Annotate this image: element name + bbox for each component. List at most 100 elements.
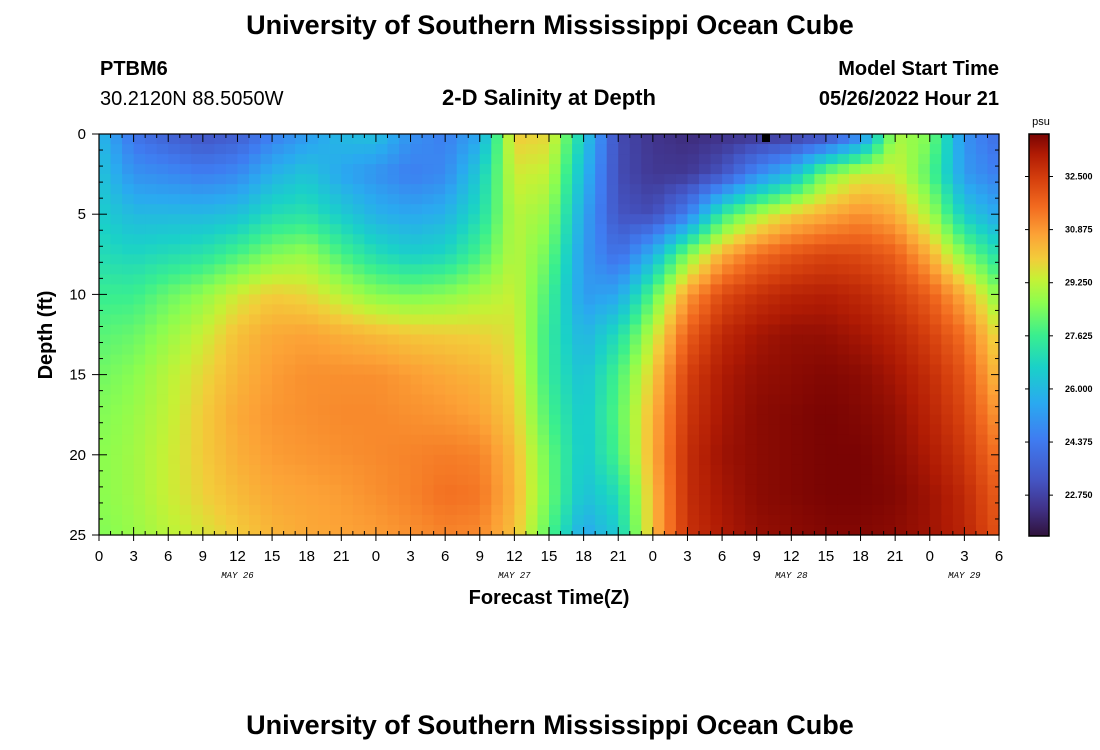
heatmap-cell xyxy=(479,174,492,185)
heatmap-cell xyxy=(502,274,515,285)
heatmap-cell xyxy=(145,404,158,416)
heatmap-cell xyxy=(329,184,342,195)
heatmap-cell xyxy=(952,234,965,245)
heatmap-cell xyxy=(929,174,942,185)
heatmap-cell xyxy=(722,504,735,516)
heatmap-cell xyxy=(733,254,746,265)
heatmap-cell xyxy=(872,434,885,446)
heatmap-cell xyxy=(110,324,123,336)
heatmap-cell xyxy=(133,504,146,516)
heatmap-cell xyxy=(825,384,839,396)
heatmap-cell xyxy=(883,254,896,265)
heatmap-cell xyxy=(572,304,585,316)
heatmap-cell xyxy=(491,264,504,275)
y-axis-label: Depth (ft) xyxy=(35,291,57,380)
heatmap-cell xyxy=(549,514,562,526)
heatmap-cell xyxy=(214,514,227,526)
heatmap-cell xyxy=(329,494,342,506)
heatmap-cell xyxy=(237,344,250,356)
heatmap-cell xyxy=(225,394,239,406)
heatmap-cell xyxy=(641,254,654,265)
heatmap-cell xyxy=(756,474,769,486)
heatmap-cell xyxy=(849,524,862,536)
heatmap-cell xyxy=(249,324,262,336)
heatmap-cell xyxy=(975,434,989,446)
heatmap-cell xyxy=(168,434,181,446)
heatmap-cell xyxy=(699,254,712,265)
heatmap-cell xyxy=(987,224,1000,235)
heatmap-cell xyxy=(479,344,492,356)
heatmap-cell xyxy=(422,164,435,175)
heatmap-cell xyxy=(410,204,423,215)
heatmap-cell xyxy=(237,514,250,526)
heatmap-cell xyxy=(99,164,112,175)
heatmap-cell xyxy=(549,434,562,446)
heatmap-cell xyxy=(479,234,492,245)
heatmap-cell xyxy=(249,494,262,506)
heatmap-cell xyxy=(652,244,665,255)
heatmap-cell xyxy=(214,414,227,426)
heatmap-cell xyxy=(606,194,619,205)
heatmap-cell xyxy=(687,334,700,346)
heatmap-cell xyxy=(710,484,723,496)
heatmap-cell xyxy=(791,464,804,476)
heatmap-cell xyxy=(733,494,746,506)
y-tick-label: 15 xyxy=(69,367,86,384)
heatmap-cell xyxy=(952,434,965,446)
heatmap-cell xyxy=(883,474,896,486)
heatmap-cell xyxy=(837,514,850,526)
heatmap-cell xyxy=(179,394,192,406)
heatmap-cell xyxy=(99,314,112,326)
heatmap-cell xyxy=(272,184,285,195)
heatmap-cell xyxy=(225,324,239,336)
heatmap-cell xyxy=(468,144,481,155)
heatmap-cell xyxy=(318,474,331,486)
heatmap-cell xyxy=(687,434,700,446)
heatmap-cell xyxy=(237,174,250,185)
heatmap-cell xyxy=(987,514,1000,526)
heatmap-cell xyxy=(202,324,215,336)
heatmap-cell xyxy=(122,134,135,145)
heatmap-cell xyxy=(941,404,954,416)
heatmap-cell xyxy=(168,174,181,185)
heatmap-cell xyxy=(168,184,181,195)
heatmap-cell xyxy=(952,474,965,486)
heatmap-cell xyxy=(629,334,642,346)
heatmap-cell xyxy=(306,394,319,406)
heatmap-cell xyxy=(133,214,146,225)
heatmap-cell xyxy=(722,464,735,476)
heatmap-cell xyxy=(99,324,112,336)
heatmap-cell xyxy=(110,154,123,165)
heatmap-cell xyxy=(214,524,227,536)
heatmap-cell xyxy=(341,464,354,476)
heatmap-cell xyxy=(964,204,977,215)
heatmap-cell xyxy=(629,514,642,526)
x-tick-label: 3 xyxy=(406,548,414,565)
heatmap-cell xyxy=(814,244,827,255)
heatmap-cell xyxy=(352,324,365,336)
heatmap-cell xyxy=(433,134,446,145)
heatmap-cell xyxy=(329,294,342,306)
heatmap-cell xyxy=(768,134,781,145)
heatmap-cell xyxy=(837,154,850,165)
heatmap-cell xyxy=(814,384,827,396)
heatmap-cell xyxy=(583,294,596,306)
heatmap-cell xyxy=(664,244,677,255)
heatmap-cell xyxy=(710,154,723,165)
heatmap-cell xyxy=(687,154,700,165)
heatmap-cell xyxy=(756,434,769,446)
heatmap-cell xyxy=(214,284,227,295)
heatmap-cell xyxy=(872,474,885,486)
heatmap-cell xyxy=(237,154,250,165)
heatmap-cell xyxy=(110,264,123,275)
heatmap-cell xyxy=(779,204,792,215)
heatmap-cell xyxy=(629,214,642,225)
heatmap-cell xyxy=(225,164,239,175)
heatmap-cell xyxy=(572,174,585,185)
heatmap-cell xyxy=(872,164,885,175)
heatmap-cell xyxy=(202,334,215,346)
heatmap-cell xyxy=(110,394,123,406)
heatmap-cell xyxy=(618,144,631,155)
heatmap-cell xyxy=(722,524,735,536)
heatmap-cell xyxy=(179,164,192,175)
